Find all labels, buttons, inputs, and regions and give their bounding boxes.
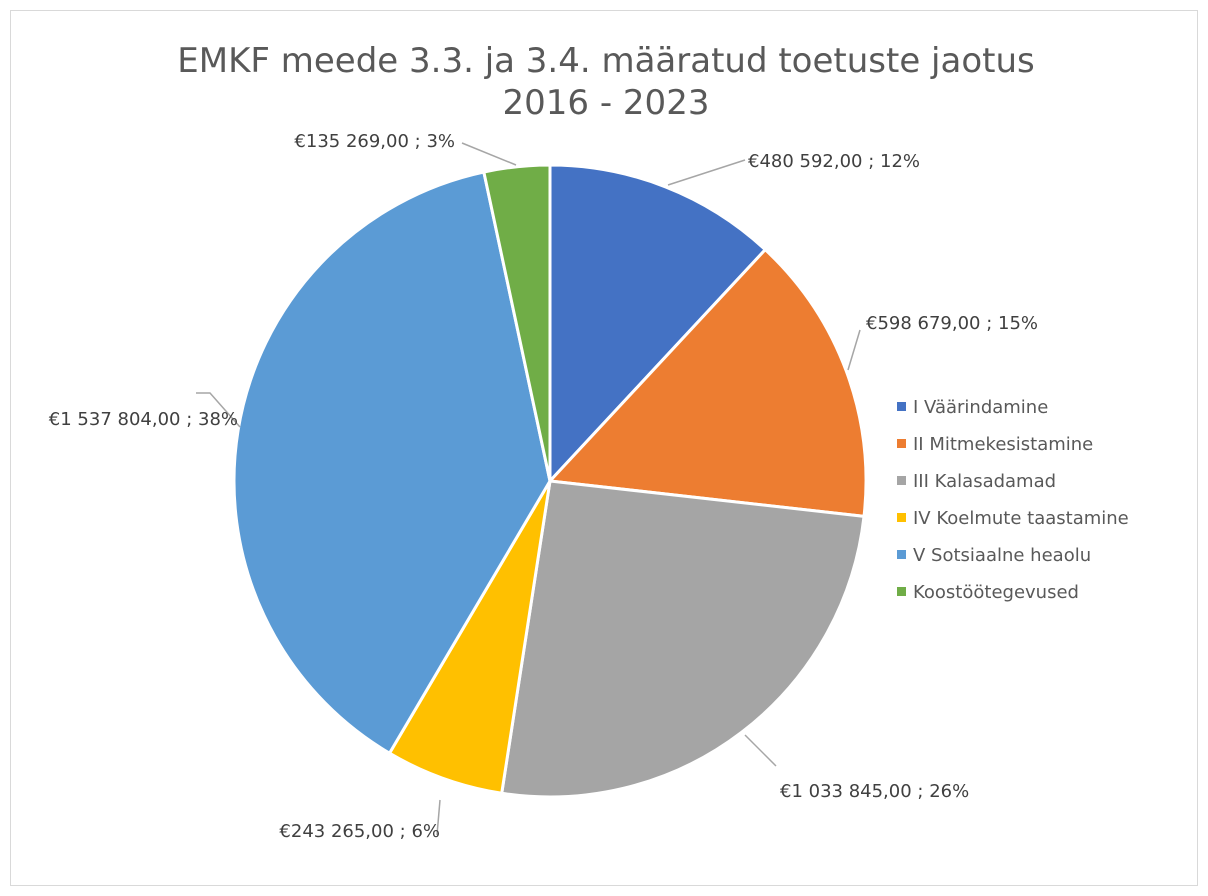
pie-slice — [232, 170, 552, 756]
pie-slice — [482, 163, 552, 482]
data-label: €598 679,00 ; 15% — [866, 313, 1038, 334]
leader-line — [847, 329, 861, 371]
data-label: €1 033 845,00 ; 26% — [780, 781, 969, 802]
pie-slice — [499, 479, 866, 799]
legend-label: II Mitmekesistamine — [913, 434, 1093, 455]
chart-title: EMKF meede 3.3. ja 3.4. määratud toetust… — [177, 41, 1034, 81]
data-label: €135 269,00 ; 3% — [294, 131, 455, 152]
legend-swatch — [897, 476, 906, 485]
legend-label: Koostöötegevused — [913, 582, 1079, 603]
leader-line — [667, 159, 746, 186]
legend-swatch — [897, 402, 906, 411]
leader-line — [436, 799, 441, 836]
data-label: €243 265,00 ; 6% — [279, 821, 440, 842]
legend-label: V Sotsiaalne heaolu — [913, 545, 1091, 566]
pie-slice — [546, 247, 868, 519]
legend-swatch — [897, 550, 906, 559]
leader-line — [196, 392, 241, 428]
legend-swatch — [897, 587, 906, 596]
legend-label: I Väärindamine — [913, 397, 1048, 418]
legend-label: III Kalasadamad — [913, 471, 1056, 492]
legend-swatch — [897, 513, 906, 522]
pie-slice — [548, 163, 768, 485]
legend-swatch — [897, 439, 906, 448]
legend-label: IV Koelmute taastamine — [913, 508, 1129, 529]
pie-slice — [387, 480, 552, 795]
leader-line — [744, 734, 777, 767]
chart-title: 2016 - 2023 — [503, 83, 710, 123]
leader-line — [461, 142, 517, 166]
data-label: €480 592,00 ; 12% — [748, 151, 920, 172]
data-label: €1 537 804,00 ; 38% — [49, 409, 238, 430]
